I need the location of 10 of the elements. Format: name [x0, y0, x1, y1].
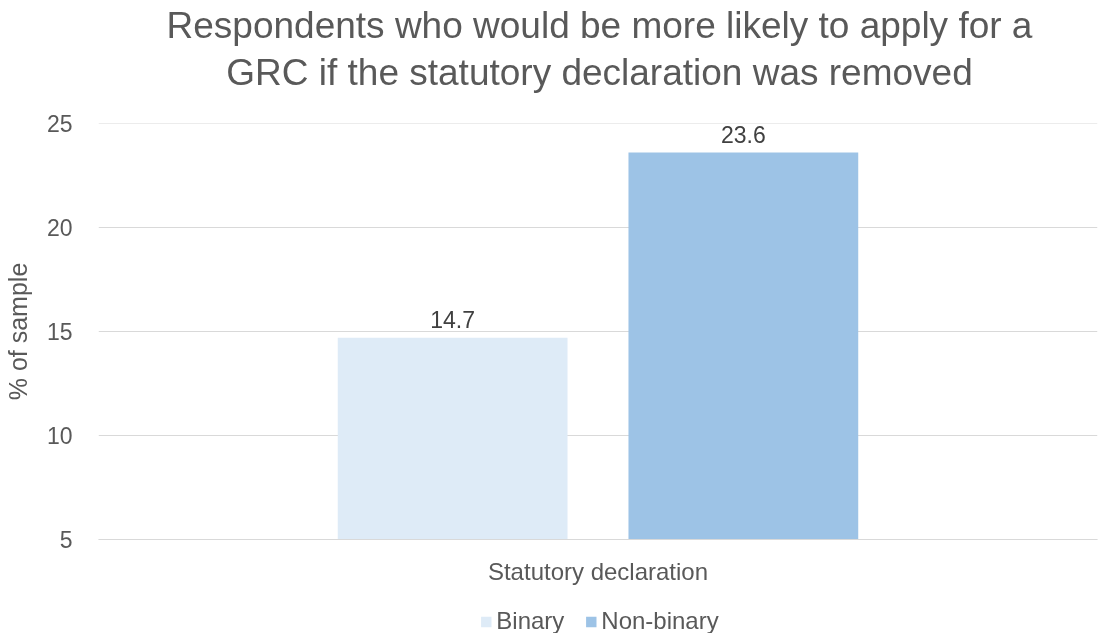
- x-tick-label: Statutory declaration: [487, 557, 709, 585]
- y-axis-title: % of sample: [3, 262, 32, 401]
- y-tick-label: 25: [46, 111, 73, 137]
- chart-title: Respondents who would be more likely to apply for a GRC if the statutory declaration was removed: [166, 4, 1033, 94]
- y-tick-label: 10: [46, 423, 73, 449]
- y-tick-label: 15: [46, 319, 73, 345]
- data-label: 23.6: [720, 121, 766, 148]
- y-tick-label: 20: [46, 215, 73, 241]
- y-tick-label: 5: [59, 527, 73, 553]
- data-label: 14.7: [430, 306, 476, 333]
